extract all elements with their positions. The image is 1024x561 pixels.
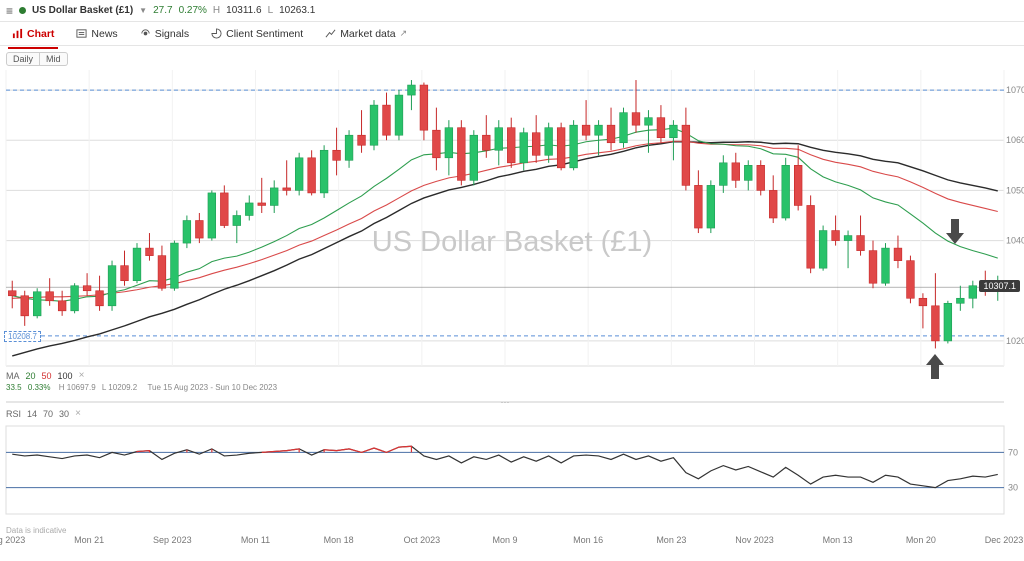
current-price-badge: 10307.1 (979, 280, 1020, 292)
external-icon: ↗ (400, 28, 408, 39)
signals-icon (140, 28, 151, 39)
svg-text:Sep 2023: Sep 2023 (153, 535, 192, 545)
svg-text:Mon 11: Mon 11 (241, 535, 270, 545)
high-label: H (213, 5, 220, 16)
arrow-down-icon (944, 217, 966, 245)
timeframe-pills: Daily Mid (6, 52, 68, 66)
svg-text:70: 70 (1008, 447, 1018, 457)
ma-label: MA (6, 371, 20, 381)
hover-range: Tue 15 Aug 2023 - Sun 10 Dec 2023 (147, 383, 277, 392)
tab-sentiment[interactable]: Client Sentiment (209, 25, 305, 43)
tab-news[interactable]: News (74, 25, 119, 43)
timeframe-daily[interactable]: Daily (6, 52, 40, 66)
svg-text:Mon 23: Mon 23 (656, 535, 686, 545)
svg-text:Mon 21: Mon 21 (74, 535, 104, 545)
svg-text:Aug 2023: Aug 2023 (0, 535, 25, 545)
tab-marketdata-label: Market data (340, 28, 395, 40)
high-value: 10311.6 (226, 5, 261, 16)
rsi-p3: 30 (59, 409, 69, 419)
marketdata-icon (325, 28, 336, 39)
chart-icon (12, 28, 23, 39)
chart-svg: 10700.0 10600.0 10500.0 10400.0 10200.0 ⋯ 70 3… (0, 46, 1024, 561)
svg-text:10700.0: 10700.0 (1006, 85, 1024, 95)
change-pct: 0.27% (179, 5, 207, 16)
hover-l: 10209.2 (108, 383, 137, 392)
symbol-header: ≡ US Dollar Basket (£1) ▼ 27.7 0.27% H 1… (0, 0, 1024, 22)
tab-sentiment-label: Client Sentiment (226, 28, 303, 40)
svg-text:Dec 2023: Dec 2023 (985, 535, 1024, 545)
svg-text:Mon 20: Mon 20 (906, 535, 936, 545)
svg-text:Mon 13: Mon 13 (823, 535, 853, 545)
tab-news-label: News (91, 28, 117, 40)
rsi-p1: 14 (27, 409, 37, 419)
tab-chart[interactable]: Chart (10, 25, 56, 43)
news-icon (76, 28, 87, 39)
tab-signals[interactable]: Signals (138, 25, 191, 43)
svg-text:Nov 2023: Nov 2023 (735, 535, 774, 545)
reference-price-badge: 10208.7 (4, 331, 41, 342)
svg-text:10600.0: 10600.0 (1006, 135, 1024, 145)
rsi-p2: 70 (43, 409, 53, 419)
tab-signals-label: Signals (155, 28, 189, 40)
hover-h: 10697.9 (67, 383, 96, 392)
ma-close-icon[interactable]: × (79, 370, 85, 381)
nav-bar: Chart News Signals Client Sentiment Mark… (0, 22, 1024, 46)
rsi-indicator-row: RSI 14 70 30 × (6, 408, 81, 419)
svg-text:30: 30 (1008, 483, 1018, 493)
hover-h-label: H (59, 383, 65, 392)
hover-chg: 33.5 (6, 383, 22, 392)
ma-p2: 50 (42, 371, 52, 381)
low-label: L (268, 5, 274, 16)
tab-chart-label: Chart (27, 28, 54, 40)
svg-text:10500.0: 10500.0 (1006, 185, 1024, 195)
timeframe-mid[interactable]: Mid (40, 52, 68, 66)
svg-text:⋯: ⋯ (501, 397, 510, 407)
svg-text:10200.0: 10200.0 (1006, 336, 1024, 346)
svg-text:10400.0: 10400.0 (1006, 236, 1024, 246)
ma-p3: 100 (58, 371, 73, 381)
hover-pct: 0.33% (28, 383, 51, 392)
chart-area[interactable]: 10700.0 10600.0 10500.0 10400.0 10200.0 ⋯ 70 3… (0, 46, 1024, 561)
status-dot-icon (19, 7, 26, 14)
svg-text:Mon 18: Mon 18 (324, 535, 354, 545)
ma-indicator-row: MA 20 50 100 × (6, 370, 84, 381)
arrow-up-icon (924, 353, 946, 381)
svg-text:Oct 2023: Oct 2023 (404, 535, 441, 545)
sentiment-icon (211, 28, 222, 39)
symbol-name[interactable]: US Dollar Basket (£1) (32, 5, 133, 16)
svg-text:Mon 16: Mon 16 (573, 535, 603, 545)
hover-l-label: L (102, 383, 106, 392)
menu-icon[interactable]: ≡ (6, 4, 13, 18)
rsi-label: RSI (6, 409, 21, 419)
chevron-down-icon[interactable]: ▼ (139, 6, 147, 15)
change-abs: 27.7 (153, 5, 172, 16)
hover-info: 33.5 0.33% H 10697.9 L 10209.2 Tue 15 Au… (6, 383, 277, 392)
footnote: Data is indicative (6, 526, 66, 535)
rsi-close-icon[interactable]: × (75, 408, 81, 419)
svg-text:Mon 9: Mon 9 (492, 535, 517, 545)
ma-p1: 20 (26, 371, 36, 381)
low-value: 10263.1 (279, 5, 315, 16)
tab-marketdata[interactable]: Market data ↗ (323, 25, 409, 43)
